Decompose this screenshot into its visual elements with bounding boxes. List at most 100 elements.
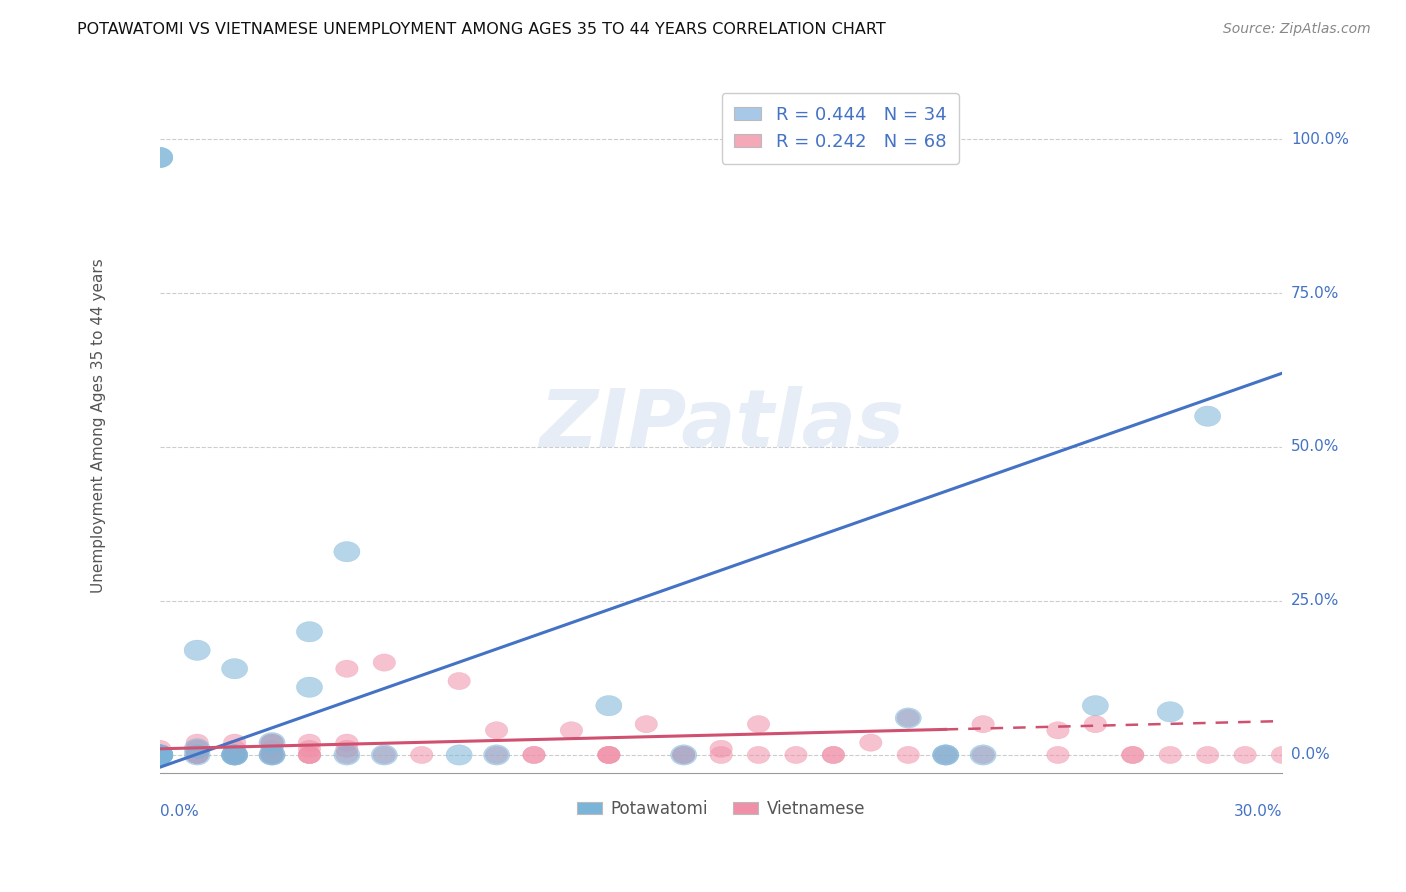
Ellipse shape <box>298 734 321 751</box>
Ellipse shape <box>596 696 621 716</box>
Ellipse shape <box>446 745 472 765</box>
Ellipse shape <box>823 747 845 764</box>
Ellipse shape <box>149 747 172 764</box>
Ellipse shape <box>411 747 433 764</box>
Ellipse shape <box>972 747 994 764</box>
Text: 75.0%: 75.0% <box>1291 285 1339 301</box>
Text: 25.0%: 25.0% <box>1291 593 1339 608</box>
Ellipse shape <box>336 740 359 757</box>
Ellipse shape <box>336 660 359 677</box>
Ellipse shape <box>224 734 246 751</box>
Ellipse shape <box>184 640 211 660</box>
Ellipse shape <box>222 745 247 765</box>
Ellipse shape <box>333 745 360 765</box>
Ellipse shape <box>932 745 959 765</box>
Ellipse shape <box>224 747 246 764</box>
Ellipse shape <box>149 747 172 764</box>
Ellipse shape <box>897 709 920 727</box>
Ellipse shape <box>373 654 395 671</box>
Text: 50.0%: 50.0% <box>1291 440 1339 455</box>
Ellipse shape <box>146 745 173 765</box>
Ellipse shape <box>186 747 208 764</box>
Text: ZIPatlas: ZIPatlas <box>538 386 904 465</box>
Ellipse shape <box>224 747 246 764</box>
Ellipse shape <box>260 747 283 764</box>
Ellipse shape <box>260 734 283 751</box>
Ellipse shape <box>1122 747 1144 764</box>
Ellipse shape <box>298 740 321 757</box>
Ellipse shape <box>260 747 283 764</box>
Ellipse shape <box>598 747 620 764</box>
Ellipse shape <box>748 715 769 733</box>
Ellipse shape <box>260 740 283 757</box>
Ellipse shape <box>785 747 807 764</box>
Text: Unemployment Among Ages 35 to 44 years: Unemployment Among Ages 35 to 44 years <box>90 258 105 593</box>
Ellipse shape <box>298 747 321 764</box>
Ellipse shape <box>710 747 733 764</box>
Ellipse shape <box>710 740 733 757</box>
Ellipse shape <box>186 740 208 757</box>
Ellipse shape <box>336 734 359 751</box>
Ellipse shape <box>484 745 510 765</box>
Ellipse shape <box>1159 747 1181 764</box>
Ellipse shape <box>297 622 322 642</box>
Ellipse shape <box>598 747 620 764</box>
Ellipse shape <box>146 147 173 168</box>
Ellipse shape <box>523 747 546 764</box>
Text: 100.0%: 100.0% <box>1291 131 1348 146</box>
Ellipse shape <box>259 732 285 753</box>
Text: 0.0%: 0.0% <box>1291 747 1330 763</box>
Ellipse shape <box>149 747 172 764</box>
Ellipse shape <box>485 747 508 764</box>
Ellipse shape <box>1197 747 1219 764</box>
Ellipse shape <box>1122 747 1144 764</box>
Ellipse shape <box>1046 747 1069 764</box>
Ellipse shape <box>896 708 921 728</box>
Ellipse shape <box>972 715 994 733</box>
Ellipse shape <box>184 745 211 765</box>
Ellipse shape <box>298 747 321 764</box>
Text: POTAWATOMI VS VIETNAMESE UNEMPLOYMENT AMONG AGES 35 TO 44 YEARS CORRELATION CHAR: POTAWATOMI VS VIETNAMESE UNEMPLOYMENT AM… <box>77 22 886 37</box>
Ellipse shape <box>259 745 285 765</box>
Ellipse shape <box>222 745 247 765</box>
Ellipse shape <box>1234 747 1257 764</box>
Ellipse shape <box>636 715 658 733</box>
Ellipse shape <box>146 745 173 765</box>
Ellipse shape <box>146 745 173 765</box>
Ellipse shape <box>333 541 360 562</box>
Text: 30.0%: 30.0% <box>1234 804 1282 819</box>
Ellipse shape <box>371 745 398 765</box>
Ellipse shape <box>186 747 208 764</box>
Text: Source: ZipAtlas.com: Source: ZipAtlas.com <box>1223 22 1371 37</box>
Ellipse shape <box>932 745 959 765</box>
Ellipse shape <box>186 747 208 764</box>
Ellipse shape <box>672 747 695 764</box>
Ellipse shape <box>224 740 246 757</box>
Ellipse shape <box>523 747 546 764</box>
Text: 0.0%: 0.0% <box>160 804 198 819</box>
Ellipse shape <box>485 722 508 739</box>
Ellipse shape <box>1046 722 1069 739</box>
Ellipse shape <box>222 745 247 765</box>
Ellipse shape <box>970 745 997 765</box>
Ellipse shape <box>671 745 697 765</box>
Ellipse shape <box>560 722 582 739</box>
Ellipse shape <box>373 747 395 764</box>
Ellipse shape <box>897 747 920 764</box>
Ellipse shape <box>149 740 172 757</box>
Ellipse shape <box>859 734 882 751</box>
Ellipse shape <box>748 747 769 764</box>
Ellipse shape <box>259 745 285 765</box>
Ellipse shape <box>146 745 173 765</box>
Ellipse shape <box>146 745 173 765</box>
Ellipse shape <box>146 147 173 168</box>
Ellipse shape <box>336 747 359 764</box>
Ellipse shape <box>297 677 322 698</box>
Legend: Potawatomi, Vietnamese: Potawatomi, Vietnamese <box>571 793 872 824</box>
Ellipse shape <box>149 747 172 764</box>
Ellipse shape <box>184 739 211 759</box>
Ellipse shape <box>1195 406 1220 426</box>
Ellipse shape <box>823 747 845 764</box>
Ellipse shape <box>224 747 246 764</box>
Ellipse shape <box>222 658 247 679</box>
